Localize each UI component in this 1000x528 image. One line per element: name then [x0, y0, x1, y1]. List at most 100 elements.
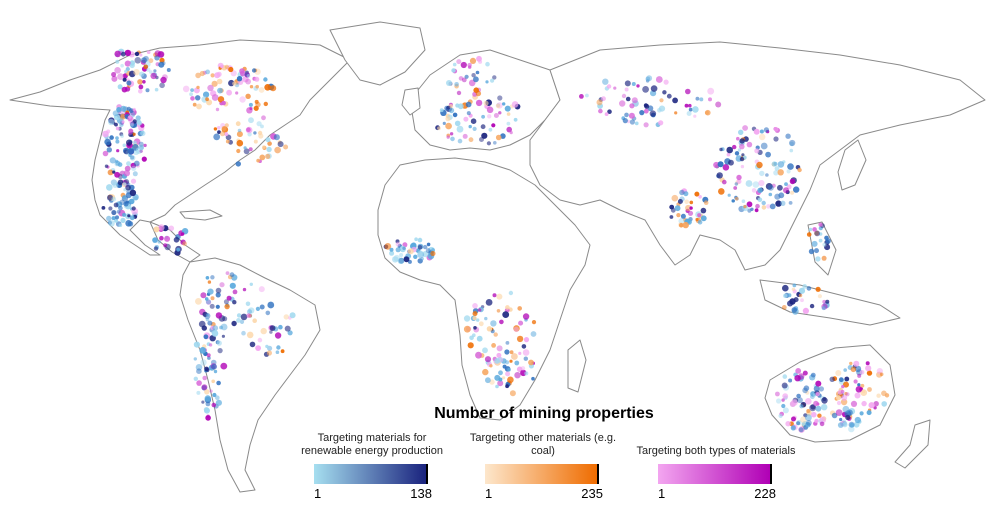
mining-property-dot [514, 372, 521, 379]
mining-property-dot [230, 70, 237, 77]
mining-property-dot [715, 101, 722, 108]
mining-property-dot [106, 147, 113, 153]
mining-property-dot [106, 215, 112, 222]
mining-property-dot [739, 156, 745, 162]
mining-property-dot [487, 114, 492, 119]
mining-property-dot [841, 394, 848, 401]
mining-property-dot [205, 317, 210, 322]
mining-property-dot [442, 121, 446, 125]
mining-property-dot [663, 79, 669, 85]
mining-property-dot [193, 376, 198, 381]
mining-property-dot [213, 133, 221, 141]
mining-property-dot [121, 120, 125, 124]
mining-property-dot [235, 161, 241, 167]
mining-property-dot [733, 186, 738, 190]
mining-property-dot [495, 384, 499, 389]
mining-property-dot [176, 247, 181, 252]
mining-property-dot [211, 363, 217, 370]
mining-property-dot [245, 301, 251, 307]
mining-property-dot [791, 399, 798, 406]
mining-property-dot [491, 343, 496, 348]
mining-property-dot [215, 292, 221, 298]
mining-property-dot [751, 188, 757, 193]
mining-property-dot [718, 188, 725, 195]
mining-property-dot [628, 112, 635, 119]
mining-property-dot [137, 79, 143, 85]
mining-property-dot [252, 318, 257, 324]
mining-property-dot [857, 383, 861, 387]
mining-property-dot [835, 370, 842, 376]
mining-property-dot [211, 94, 219, 101]
mining-property-dot [277, 141, 284, 148]
mining-property-dot [221, 126, 227, 131]
mining-property-dot [248, 307, 255, 314]
mining-property-dot [853, 379, 858, 384]
legend-both-min: 1 [658, 486, 666, 501]
mining-property-dot [509, 390, 516, 397]
mining-property-dot [485, 61, 490, 67]
mining-property-dot [802, 370, 808, 376]
mining-property-dot [769, 203, 776, 210]
mining-property-dot [469, 335, 474, 341]
mining-property-dot [802, 307, 810, 314]
mining-property-dot [613, 86, 617, 90]
mining-property-dot [122, 212, 127, 217]
mining-property-dot [855, 386, 863, 393]
mining-property-dot [814, 230, 821, 237]
mining-property-dot [132, 107, 136, 112]
mining-property-dot [726, 152, 731, 157]
mining-property-dot [205, 69, 211, 75]
mining-property-dot [738, 129, 744, 135]
mining-property-dot [106, 129, 111, 134]
mining-property-dot [128, 128, 134, 134]
mining-property-dot [485, 377, 491, 384]
mining-property-dot [866, 370, 873, 376]
mining-property-dot [120, 63, 124, 68]
mining-property-dot [210, 275, 215, 280]
mining-property-dot [773, 136, 779, 142]
mining-property-dot [200, 359, 207, 366]
mining-property-dot [236, 131, 243, 138]
mining-property-dot [479, 137, 484, 142]
mining-property-dot [602, 78, 609, 85]
mining-property-dot [755, 203, 760, 209]
mining-property-dot [680, 213, 686, 219]
mining-property-dot [446, 80, 452, 86]
greenland-land [329, 21, 426, 86]
mining-property-dot [229, 282, 236, 289]
mining-property-dot [754, 208, 759, 213]
mining-property-dot [251, 68, 257, 73]
caribbean-land [179, 209, 223, 221]
mining-property-dot [206, 353, 211, 358]
mining-property-dot [493, 113, 499, 118]
legend-other-gradient [485, 464, 599, 484]
mining-property-dot [757, 197, 763, 202]
mining-property-dot [115, 160, 121, 166]
mining-property-dot [486, 106, 494, 114]
mining-property-dot [195, 72, 201, 79]
mining-property-dot [819, 416, 826, 424]
mining-property-dot [850, 366, 857, 373]
mining-property-dot [213, 369, 218, 374]
mining-property-dot [256, 158, 261, 163]
mining-property-dot [206, 299, 212, 305]
mining-property-dot [118, 205, 123, 211]
mining-property-dot [470, 118, 477, 124]
mining-property-dot [806, 232, 812, 237]
mining-property-dot [116, 149, 120, 153]
mining-property-dot [843, 381, 849, 388]
mining-property-dot [215, 312, 223, 319]
mining-property-dot [157, 240, 161, 244]
mining-property-dot [805, 414, 812, 422]
mining-property-dot [129, 189, 137, 196]
mining-property-dot [132, 171, 138, 177]
mining-property-dot [765, 173, 769, 177]
mining-property-dot [524, 371, 529, 376]
mining-property-dot [528, 359, 534, 366]
mining-property-dot [462, 133, 468, 139]
mining-property-dot [125, 220, 132, 227]
mining-property-dot [513, 325, 520, 332]
mining-property-dot [784, 182, 788, 187]
mining-property-dot [111, 216, 116, 221]
mining-property-dot [212, 392, 217, 398]
